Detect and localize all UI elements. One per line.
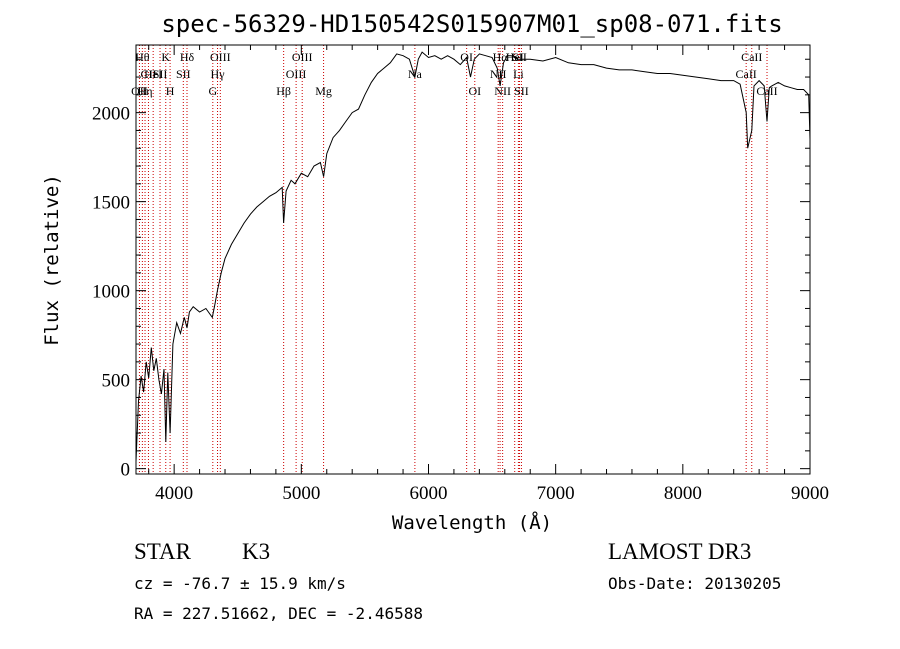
line-label: CII <box>140 67 156 81</box>
line-label: Hδ <box>180 50 195 64</box>
y-tick-label: 0 <box>121 460 131 481</box>
y-tick-label: 2000 <box>92 104 130 125</box>
line-label: Hθ <box>135 50 150 64</box>
survey-name: LAMOST DR3 <box>608 539 752 564</box>
line-label: Li <box>513 67 524 81</box>
line-label: SII <box>514 84 529 98</box>
x-axis-label: Wavelength (Å) <box>392 511 552 534</box>
line-label: G <box>208 84 217 98</box>
y-axis-label: Flux (relative) <box>41 174 63 346</box>
x-tick-label: 9000 <box>791 483 829 504</box>
line-label: Hγ <box>211 67 226 81</box>
spectrum-series <box>135 51 811 462</box>
object-subclass: K3 <box>242 539 271 564</box>
line-label: CaII <box>735 67 756 81</box>
line-label: H <box>166 84 175 98</box>
line-label: CaII <box>756 84 777 98</box>
x-tick-label: 8000 <box>664 483 702 504</box>
line-label: SII <box>512 50 527 64</box>
line-label: SII <box>153 67 168 81</box>
observation-date: Obs-Date: 20130205 <box>608 574 782 593</box>
line-label: OIII <box>292 50 313 64</box>
spectral-line-markers <box>138 45 768 474</box>
line-label: HeI <box>144 67 162 81</box>
y-axis-ticks: 0 500 1000 1500 2000 <box>92 58 810 481</box>
redshift-velocity: cz = -76.7 ± 15.9 km/s <box>134 574 346 593</box>
line-label: CaII <box>741 50 762 64</box>
line-label: OII <box>131 84 148 98</box>
line-label: NII <box>494 84 511 98</box>
x-axis-ticks: 4000 5000 6000 7000 8000 9000 <box>148 45 829 504</box>
line-label: HeI <box>506 50 524 64</box>
y-tick-label: 1500 <box>92 193 130 214</box>
line-label: SII <box>176 67 191 81</box>
line-label: Mg <box>315 84 332 98</box>
x-tick-label: 4000 <box>155 483 193 504</box>
line-label: Hβ <box>276 84 291 98</box>
line-label: OI <box>468 84 481 98</box>
x-tick-label: 6000 <box>409 483 447 504</box>
plot-frame <box>135 44 811 475</box>
line-label: OIII <box>286 67 307 81</box>
spectral-line-labels: OIIHθHηCIIHeISIIKHHδSIIGHγOIIIHβOIIIOIII… <box>131 50 778 98</box>
x-tick-label: 5000 <box>282 483 320 504</box>
line-label: OIII <box>210 50 231 64</box>
y-tick-label: 500 <box>102 371 131 392</box>
object-type: STAR <box>134 539 191 564</box>
y-tick-label: 1000 <box>92 282 130 303</box>
chart-title: spec-56329-HD150542S015907M01_sp08-071.f… <box>161 10 782 38</box>
x-tick-label: 7000 <box>537 483 575 504</box>
coordinates: RA = 227.51662, DEC = -2.46588 <box>134 604 423 623</box>
line-label: K <box>161 50 170 64</box>
line-label: Hη <box>138 84 153 98</box>
